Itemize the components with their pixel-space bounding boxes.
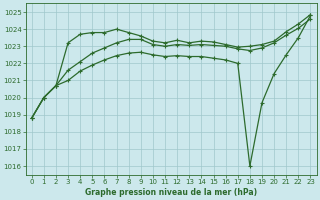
- X-axis label: Graphe pression niveau de la mer (hPa): Graphe pression niveau de la mer (hPa): [85, 188, 257, 197]
